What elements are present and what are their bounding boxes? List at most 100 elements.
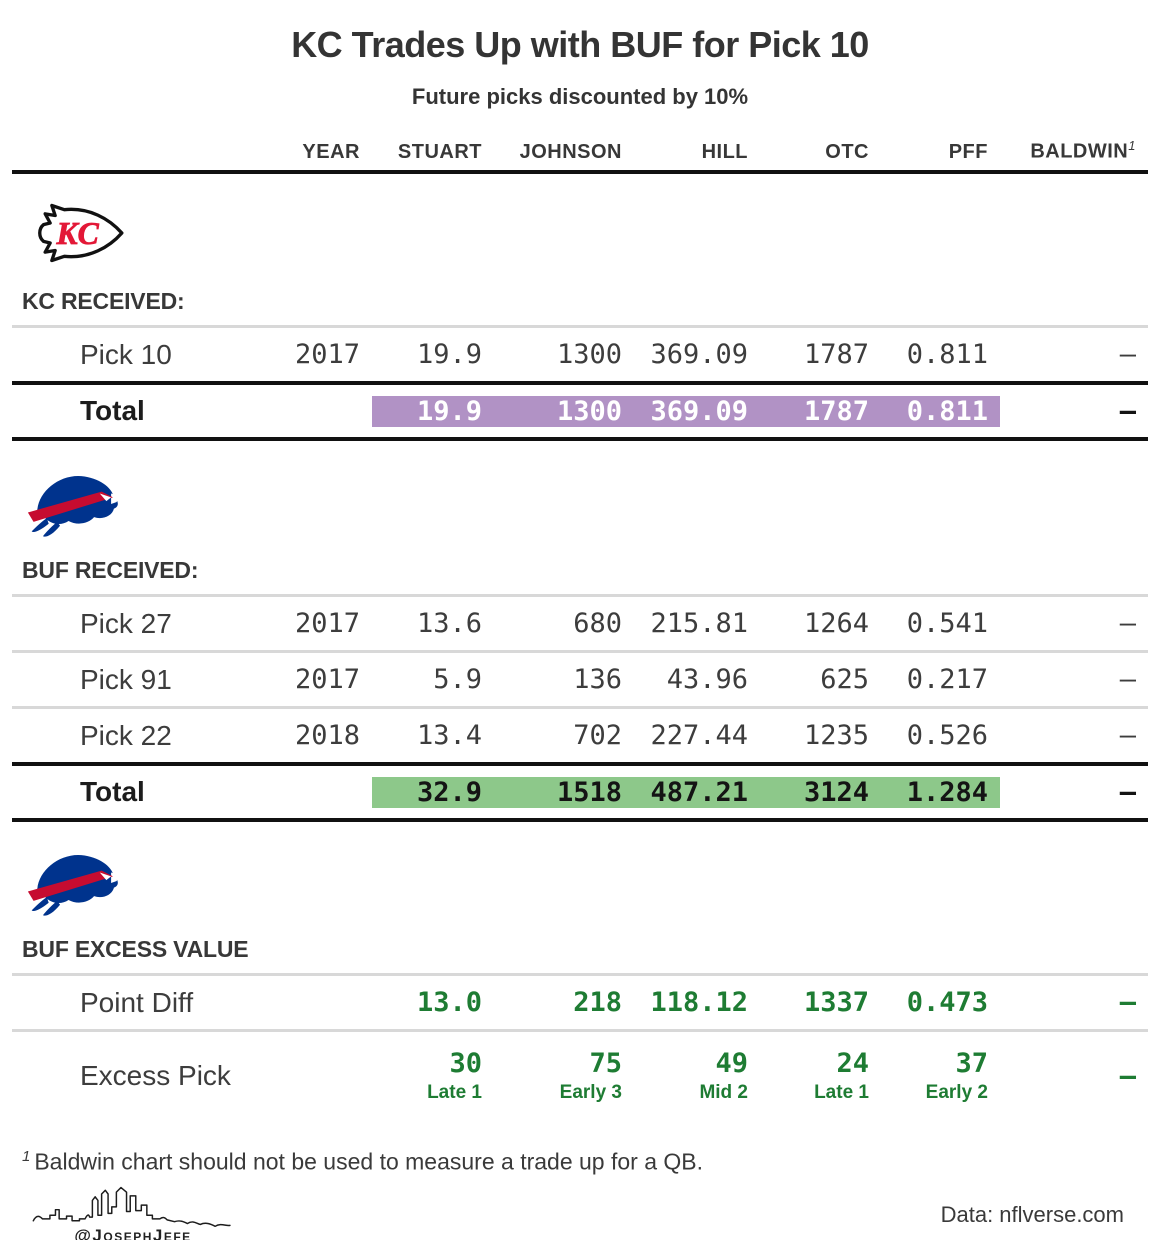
column-header-stuart: STUART [397, 141, 482, 163]
buf-excess-value-heading: BUF EXCESS VALUE [22, 936, 249, 962]
cell-johnson: 1300 [494, 395, 634, 427]
footnote-text: Baldwin chart should not be used to meas… [34, 1148, 704, 1175]
cell-pff: 0.811 [906, 339, 988, 370]
excess-pick-value: 30 [449, 1048, 482, 1079]
table-row-kc-pick10: Pick 10 2017 19.9 1300 369.09 1787 0.811… [12, 325, 1148, 381]
excess-pick-value: 24 [836, 1048, 869, 1079]
cell-otc: 1787 [760, 395, 881, 427]
data-source: Data: nflverse.com [940, 1201, 1124, 1227]
column-header-hill: HILL [701, 141, 748, 163]
cell-baldwin-dash: — [1119, 395, 1136, 427]
cell-stuart: 13.0 [416, 987, 482, 1018]
cell-baldwin-dash: — [1119, 720, 1136, 751]
cell-hill: 43.96 [666, 664, 748, 695]
cell-hill: 215.81 [650, 608, 748, 639]
page-title: KC Trades Up with BUF for Pick 10 [291, 24, 869, 65]
table-row-buf-pick22: Pick 22 2018 13.4 702 227.44 1235 0.526 … [12, 706, 1148, 762]
cell-stuart: 32.9 [372, 776, 494, 808]
credit-block: @JosephJefe [28, 1182, 238, 1240]
cell-johnson: 702 [573, 720, 622, 751]
cell-year: 2017 [294, 339, 360, 370]
cell-stuart: 13.6 [416, 608, 482, 639]
cell-johnson: 1518 [494, 776, 634, 808]
cell-otc: 1337 [803, 987, 869, 1018]
cell-year: 2017 [294, 608, 360, 639]
column-header-johnson: JOHNSON [519, 141, 622, 163]
table-row-buf-pick91: Pick 91 2017 5.9 136 43.96 625 0.217 — [12, 650, 1148, 706]
point-diff-label: Point Diff [80, 986, 194, 1018]
cell-stuart: 19.9 [372, 395, 494, 427]
cell-johnson: 1300 [556, 339, 622, 370]
cell-pff: 0.473 [906, 987, 988, 1018]
pick-label: Pick 91 [80, 663, 172, 695]
cell-pff: 0.811 [881, 395, 1000, 427]
excess-pick-tier: Early 2 [925, 1082, 988, 1103]
table-row-buf-total: Total 32.9 1518 487.21 3124 1.284 — [12, 762, 1148, 822]
cell-hill: 49 Mid 2 [634, 1048, 760, 1104]
cell-stuart: 5.9 [433, 664, 482, 695]
cell-hill: 487.21 [634, 776, 760, 808]
table-row-excess-pick: Excess Pick 30 Late 1 75 Early 3 49 Mid … [12, 1029, 1148, 1120]
cell-otc: 1264 [803, 608, 869, 639]
excess-pick-tier: Early 3 [559, 1082, 622, 1103]
cell-johnson: 218 [573, 987, 622, 1018]
cell-johnson: 136 [573, 664, 622, 695]
cell-hill: 227.44 [650, 720, 748, 751]
footer: @JosephJefe Data: nflverse.com [12, 1182, 1148, 1240]
kc-received-heading: KC RECEIVED: [22, 288, 185, 314]
credit-handle: @JosephJefe [74, 1225, 192, 1240]
pick-label: Pick 27 [80, 607, 172, 639]
cell-johnson: 680 [573, 608, 622, 639]
column-header-year: YEAR [302, 141, 360, 163]
cell-otc: 1787 [803, 339, 869, 370]
baldwin-footnote-marker: 1 [1128, 138, 1136, 154]
column-header-baldwin: BALDWIN1 [1000, 138, 1148, 164]
excess-pick-value: 75 [589, 1048, 622, 1079]
pick-label: Pick 22 [80, 719, 172, 751]
column-header-otc: OTC [825, 141, 869, 163]
table-row-buf-pick27: Pick 27 2017 13.6 680 215.81 1264 0.541 … [12, 594, 1148, 650]
cell-pff: 0.541 [906, 608, 988, 639]
chiefs-arrowhead-logo-icon: KC [38, 203, 124, 263]
footnote-marker: 1 [22, 1148, 31, 1165]
cell-baldwin-dash: — [1119, 339, 1136, 370]
cell-baldwin-dash: — [1119, 1060, 1136, 1092]
cell-johnson: 75 Early 3 [494, 1048, 634, 1104]
column-header-baldwin-label: BALDWIN [1030, 141, 1129, 163]
bills-buffalo-logo-icon [27, 475, 118, 537]
cell-baldwin-dash: — [1119, 664, 1136, 695]
buf-received-heading: BUF RECEIVED: [22, 557, 199, 583]
cell-pff: 1.284 [881, 776, 1000, 808]
excess-pick-tier: Mid 2 [699, 1082, 748, 1103]
cell-year: 2018 [294, 720, 360, 751]
cell-hill: 118.12 [650, 987, 748, 1018]
cell-baldwin-dash: — [1119, 776, 1136, 808]
bills-buffalo-logo-icon [27, 854, 118, 916]
cell-hill: 369.09 [650, 339, 748, 370]
cell-pff: 0.526 [906, 720, 988, 751]
cell-otc: 625 [820, 664, 869, 695]
cell-otc: 24 Late 1 [760, 1048, 881, 1104]
excess-pick-tier: Late 1 [814, 1082, 869, 1103]
page-subtitle: Future picks discounted by 10% [411, 84, 749, 109]
excess-pick-tier: Late 1 [427, 1082, 482, 1103]
table-row-kc-total: Total 19.9 1300 369.09 1787 0.811 — [12, 381, 1148, 441]
excess-pick-value: 37 [955, 1048, 988, 1079]
table-row-point-diff: Point Diff 13.0 218 118.12 1337 0.473 — [12, 973, 1148, 1029]
total-label: Total [80, 776, 145, 807]
excess-pick-value: 49 [715, 1048, 748, 1079]
kc-skyline-sketch-icon [32, 1186, 231, 1227]
cell-baldwin-dash: — [1119, 608, 1136, 639]
pick-label: Pick 10 [80, 338, 172, 370]
total-label: Total [80, 395, 145, 426]
column-header-pff: PFF [948, 141, 988, 163]
column-header-row: YEAR STUART JOHNSON HILL OTC PFF BALDWIN… [12, 124, 1148, 174]
cell-stuart: 30 Late 1 [372, 1048, 494, 1104]
cell-pff: 37 Early 2 [881, 1048, 1000, 1104]
cell-hill: 369.09 [634, 395, 760, 427]
excess-pick-label: Excess Pick [80, 1060, 231, 1091]
cell-stuart: 13.4 [416, 720, 482, 751]
cell-otc: 3124 [760, 776, 881, 808]
cell-baldwin-dash: — [1119, 987, 1136, 1018]
